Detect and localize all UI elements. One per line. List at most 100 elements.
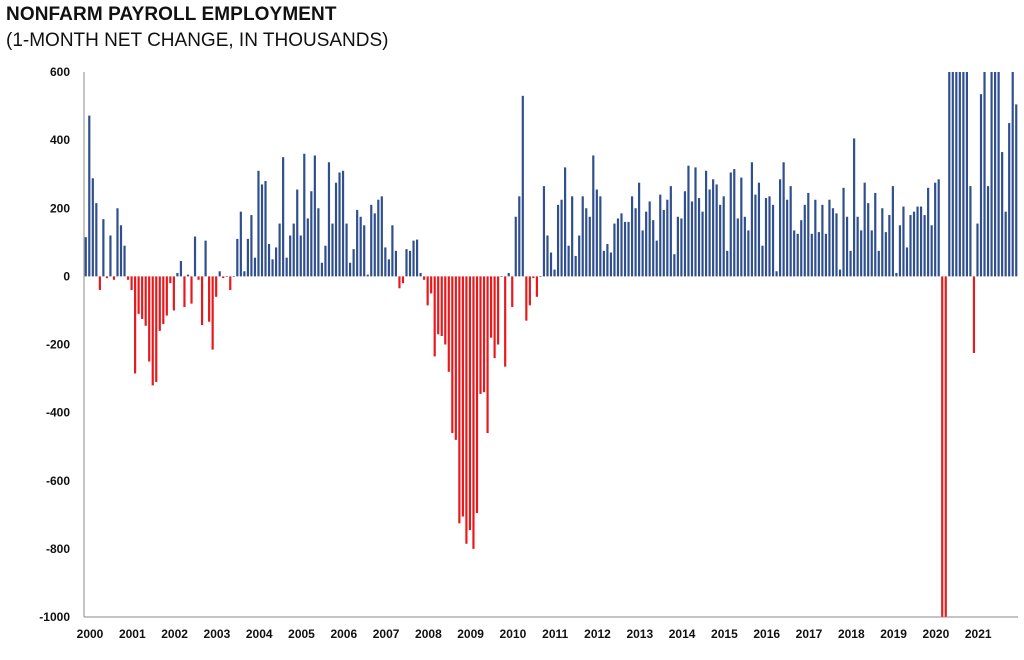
y-tick-label: -800 — [46, 542, 70, 556]
bar — [757, 182, 761, 277]
bar — [549, 252, 553, 277]
bar — [793, 230, 796, 277]
bar — [271, 259, 274, 277]
bar — [659, 194, 662, 277]
bar — [733, 169, 736, 277]
bar — [384, 247, 387, 277]
bar — [525, 276, 528, 321]
bar — [800, 220, 803, 277]
bar — [884, 232, 887, 277]
bar — [116, 208, 119, 277]
x-tick-label: 2001 — [119, 627, 146, 641]
bar — [327, 162, 331, 277]
bar — [655, 240, 658, 277]
bar — [962, 72, 965, 277]
bar — [606, 244, 609, 277]
bar — [461, 276, 464, 517]
bar — [937, 179, 940, 277]
bar — [595, 189, 598, 277]
bar — [144, 276, 147, 326]
bar — [112, 276, 116, 280]
bar — [193, 236, 197, 277]
bar — [986, 186, 990, 277]
bar — [690, 201, 694, 277]
bar — [912, 211, 916, 277]
bar — [715, 184, 718, 277]
bar — [669, 186, 672, 277]
bar — [257, 170, 260, 277]
bar — [243, 271, 246, 277]
bar — [482, 276, 486, 393]
bar — [211, 276, 214, 350]
bar — [489, 276, 493, 338]
bar — [740, 177, 743, 277]
bar — [662, 209, 665, 277]
bar — [405, 249, 408, 277]
bar — [535, 276, 538, 297]
bar — [817, 232, 820, 277]
bar — [472, 276, 475, 549]
bar — [317, 208, 320, 277]
bar — [162, 276, 165, 325]
bar — [634, 208, 637, 277]
bar — [694, 167, 697, 277]
bar — [828, 199, 831, 277]
bar — [934, 182, 937, 277]
bar — [306, 218, 309, 277]
bar — [528, 276, 531, 306]
bar — [200, 276, 204, 326]
bar — [965, 72, 968, 277]
bar — [768, 196, 771, 277]
bar — [867, 203, 870, 277]
bar — [532, 276, 535, 279]
bar — [299, 235, 302, 277]
bar — [775, 271, 778, 277]
bar — [666, 199, 669, 277]
bar — [1011, 72, 1014, 277]
bar — [338, 172, 341, 277]
bar — [324, 245, 327, 277]
bar — [412, 240, 415, 277]
bar — [497, 276, 500, 345]
bar — [588, 216, 591, 277]
bar — [764, 198, 768, 277]
bar — [902, 206, 905, 277]
x-tick-label: 2003 — [204, 627, 231, 641]
bar — [415, 239, 419, 277]
bar — [997, 72, 1000, 277]
x-tick-label: 2002 — [161, 627, 188, 641]
bar — [260, 184, 264, 277]
bar — [627, 221, 630, 277]
bar — [310, 191, 313, 277]
bar — [853, 138, 856, 277]
bar — [440, 276, 443, 336]
bar — [232, 276, 235, 277]
bar — [387, 259, 390, 277]
bar — [423, 276, 426, 280]
bar — [648, 201, 651, 277]
bar — [877, 250, 880, 277]
bar — [296, 189, 299, 277]
bar — [729, 172, 732, 277]
bar — [916, 206, 919, 277]
bar — [803, 204, 806, 277]
bar — [292, 223, 295, 277]
bar — [786, 199, 789, 277]
bar — [334, 182, 338, 277]
bar — [169, 276, 172, 284]
y-tick-label: -400 — [46, 406, 70, 420]
bar — [183, 276, 186, 308]
bar — [341, 170, 345, 277]
bar — [807, 192, 810, 277]
x-tick-label: 2005 — [288, 627, 315, 641]
bar — [88, 115, 91, 277]
bar — [814, 199, 817, 277]
bar — [370, 204, 373, 277]
bar — [109, 235, 112, 277]
x-tick-label: 2004 — [246, 627, 273, 641]
bar — [158, 276, 161, 331]
bar — [130, 276, 133, 291]
bar — [380, 196, 383, 277]
bar — [930, 225, 933, 277]
x-tick-label: 2020 — [923, 627, 950, 641]
